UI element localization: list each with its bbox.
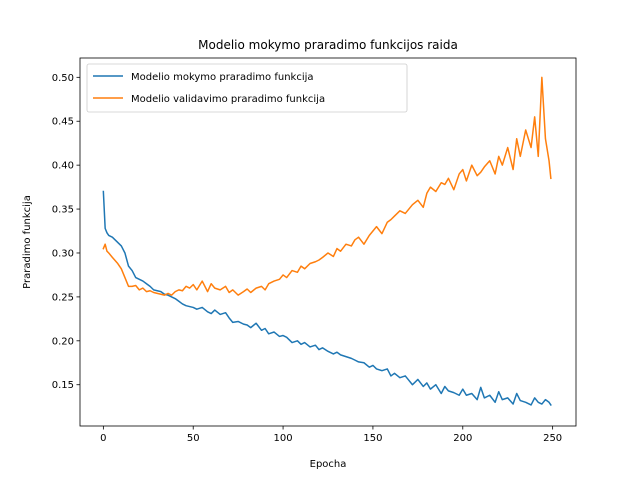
x-tick-label: 50: [187, 433, 200, 444]
validation-loss-line: [102, 76, 552, 296]
x-tick-label: 200: [453, 433, 472, 444]
x-tick-label: 0: [100, 433, 106, 444]
legend-label-validation: Modelio validavimo praradimo funkcija: [131, 94, 325, 105]
y-tick-label: 0.15: [52, 380, 74, 391]
training-loss-line: [102, 190, 552, 406]
y-tick-label: 0.50: [52, 73, 74, 84]
y-axis-label: Praradimo funkcija: [22, 195, 33, 289]
x-tick-label: 100: [274, 433, 293, 444]
chart-title: Modelio mokymo praradimo funkcijos raida: [198, 38, 458, 52]
y-tick-label: 0.40: [52, 161, 74, 172]
plot-area: [102, 76, 552, 406]
axis-ticks: 0 50 100 150 200 250 0.15 0.20 0.25 0.30 0.35 0.40 0…: [52, 73, 562, 444]
y-tick-label: 0.45: [52, 117, 74, 128]
y-tick-label: 0.30: [52, 248, 74, 259]
x-axis-label: Epocha: [310, 459, 347, 470]
axes-frame: [79, 57, 577, 427]
y-tick-label: 0.25: [52, 292, 74, 303]
legend-frame: [86, 63, 408, 113]
y-tick-label: 0.20: [52, 336, 74, 347]
legend: Modelio mokymo praradimo funkcija Modeli…: [86, 63, 408, 113]
y-tick-label: 0.35: [52, 205, 74, 216]
x-tick-label: 250: [543, 433, 562, 444]
legend-label-training: Modelio mokymo praradimo funkcija: [131, 72, 314, 83]
x-tick-label: 150: [363, 433, 382, 444]
